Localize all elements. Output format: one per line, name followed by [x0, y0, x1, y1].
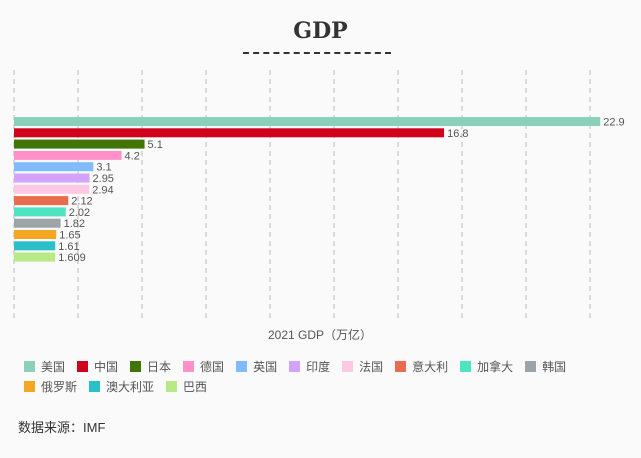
data-label: 5.1: [148, 139, 163, 151]
legend-label: 俄罗斯: [41, 379, 78, 394]
legend-label: 日本: [147, 359, 172, 374]
legend-label: 加拿大: [477, 359, 514, 374]
legend-swatch: [183, 360, 195, 372]
x-axis-label: 2021 GDP（万亿）: [268, 327, 372, 342]
data-label: 1.609: [58, 252, 86, 264]
bar: [14, 241, 56, 251]
legend-item[interactable]: 澳大利亚: [89, 378, 154, 394]
legend-item[interactable]: 意大利: [395, 358, 448, 374]
data-label: 2.94: [92, 184, 113, 196]
legend-swatch: [342, 360, 354, 372]
legend-label: 美国: [41, 359, 66, 374]
legend-label: 印度: [306, 359, 331, 374]
data-label: 3.1: [96, 162, 111, 174]
legend-item[interactable]: 韩国: [525, 358, 566, 374]
legend-label: 巴西: [183, 379, 208, 394]
bar: [14, 252, 56, 262]
legend-label: 德国: [200, 359, 225, 374]
data-label: 1.65: [59, 230, 80, 242]
data-label: 2.95: [93, 173, 114, 185]
legend-swatch: [395, 360, 407, 372]
bar: [14, 139, 145, 149]
legend-item[interactable]: 印度: [289, 358, 330, 374]
data-label: 16.8: [447, 128, 468, 140]
data-label: 2.02: [69, 207, 90, 219]
bar: [14, 150, 122, 160]
legend-swatch: [24, 360, 35, 372]
legend-item[interactable]: 中国: [77, 358, 118, 374]
legend-swatch: [89, 380, 101, 392]
bar: [14, 162, 94, 172]
title-underline: [243, 52, 391, 54]
legend-label: 韩国: [542, 359, 567, 374]
bar: [14, 128, 445, 138]
legend-swatch: [77, 360, 89, 372]
legend-label: 意大利: [412, 359, 449, 374]
legend-swatch: [289, 360, 301, 372]
legend-swatch: [130, 360, 142, 372]
legend-label: 法国: [359, 359, 384, 374]
legend-item[interactable]: 加拿大: [460, 358, 513, 374]
legend-item[interactable]: 俄罗斯: [24, 378, 77, 394]
legend-item[interactable]: 巴西: [166, 378, 207, 394]
legend: 美国 中国 日本 德国 英国 印度 法国 意大利 加拿大 韩国俄罗斯 澳大利亚 巴西: [24, 358, 634, 394]
bar: [14, 207, 66, 217]
legend-swatch: [166, 380, 178, 392]
data-label: 4.2: [125, 150, 140, 162]
legend-item[interactable]: 英国: [236, 358, 277, 374]
bar: [14, 117, 601, 126]
legend-swatch: [24, 380, 35, 392]
bar-chart: 22.916.85.14.23.12.952.942.122.021.821.6…: [13, 70, 625, 342]
data-source: 数据来源：IMF: [18, 420, 106, 435]
legend-label: 澳大利亚: [106, 379, 155, 394]
bar: [14, 218, 61, 228]
legend-label: 英国: [253, 359, 278, 374]
legend-swatch: [525, 360, 537, 372]
bar: [14, 173, 90, 183]
legend-label: 中国: [94, 359, 119, 374]
data-label: 22.9: [603, 117, 624, 129]
legend-item[interactable]: 日本: [130, 358, 171, 374]
data-label: 1.82: [64, 218, 85, 230]
legend-item[interactable]: 法国: [342, 358, 383, 374]
data-label: 1.61: [58, 241, 79, 253]
chart-title: GDP: [293, 18, 348, 44]
data-label: 2.12: [71, 196, 92, 208]
legend-swatch: [460, 360, 472, 372]
bar: [14, 184, 90, 194]
bar: [14, 196, 69, 206]
legend-swatch: [236, 360, 248, 372]
legend-item[interactable]: 德国: [183, 358, 224, 374]
legend-item[interactable]: 美国: [24, 358, 65, 374]
bar: [14, 230, 57, 239]
